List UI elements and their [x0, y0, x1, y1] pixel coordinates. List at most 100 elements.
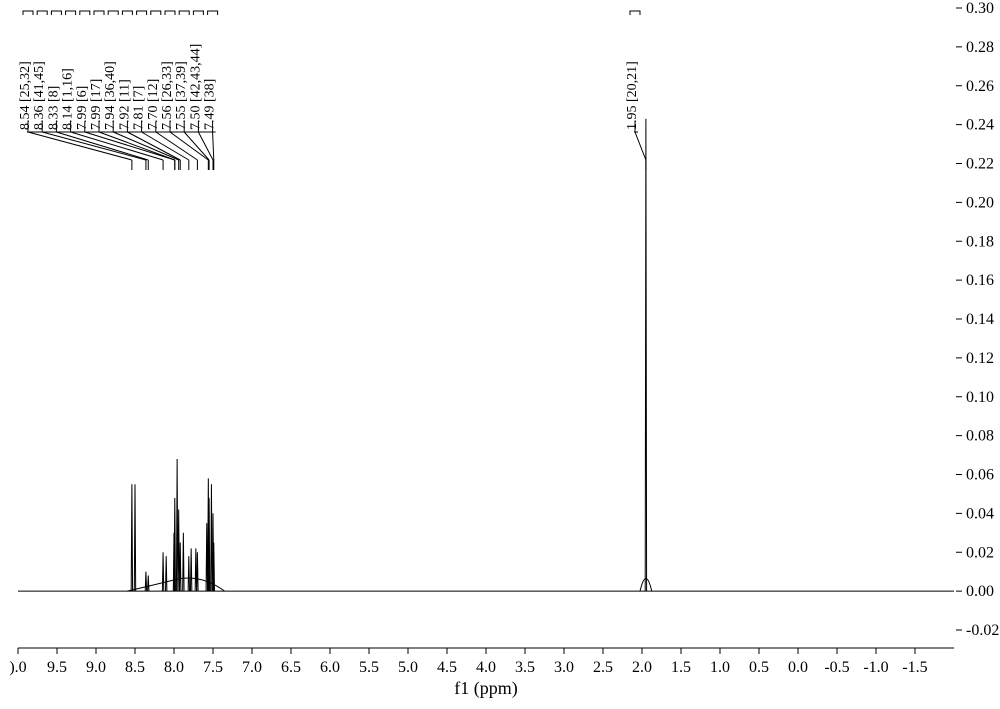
- label-bracket: [151, 11, 161, 15]
- y-tick-label: 0.18: [966, 233, 994, 250]
- label-bracket: [51, 11, 61, 15]
- peak-label: 8.14 [1,16]: [61, 68, 76, 130]
- x-tick-label: 8.5: [125, 659, 145, 676]
- peak-label-group: 8.36 [41,45]: [32, 61, 47, 130]
- label-bracket: [80, 11, 90, 15]
- peak-label: 7.94 [36,40]: [103, 61, 118, 130]
- peak: [134, 484, 135, 591]
- peak-label: 7.99 [17]: [89, 79, 104, 130]
- peak: [188, 556, 189, 591]
- x-tick-label: 6.5: [281, 659, 301, 676]
- peak: [176, 459, 177, 591]
- x-tick-label: 9.0: [86, 659, 106, 676]
- y-tick-label: 0.06: [966, 467, 994, 484]
- peak: [180, 543, 181, 592]
- label-bracket: [94, 11, 104, 15]
- x-tick-label: -1.5: [902, 659, 927, 676]
- y-tick-label: 0.10: [966, 389, 994, 406]
- nmr-svg: ).0 9.5 9.0 8.5 8.0 7.5 7.0 6.5 6.0 5.5 5.0 4.5 4.0 3…: [0, 0, 1000, 709]
- label-bracket: [193, 11, 203, 15]
- peak-label-group: 7.92 [11]: [117, 79, 132, 130]
- solvent-hump: [640, 578, 652, 591]
- label-converge: [213, 132, 214, 160]
- peak-label-group: 7.55 [37,39]: [174, 61, 189, 130]
- y-tick-label: 0.26: [966, 78, 994, 95]
- label-bracket: [66, 11, 76, 15]
- peak: [145, 572, 146, 591]
- x-tick-label: 4.5: [437, 659, 457, 676]
- y-tick-label: 0.14: [966, 311, 994, 328]
- peak-label-group: 1.95 [20,21]: [625, 61, 640, 130]
- y-tick-label: 0.12: [966, 350, 994, 367]
- nmr-chart: ).0 9.5 9.0 8.5 8.0 7.5 7.0 6.5 6.0 5.5 5.0 4.5 4.0 3…: [0, 0, 1000, 709]
- label-bracket: [165, 11, 175, 15]
- x-tick-label: 3.0: [554, 659, 574, 676]
- peak-label: 8.36 [41,45]: [32, 61, 47, 130]
- peak-label-group: 7.94 [36,40]: [103, 61, 118, 130]
- x-tick-label: 1.0: [710, 659, 730, 676]
- x-tick-label: 4.0: [476, 659, 496, 676]
- label-converge: [635, 132, 646, 160]
- x-tick-label: 6.0: [320, 659, 340, 676]
- y-tick-label: -0.02: [966, 622, 999, 639]
- y-tick-label: 0.08: [966, 428, 994, 445]
- label-bracket: [108, 11, 118, 15]
- peak-label: 8.54 [25,32]: [18, 61, 33, 130]
- label-bracket: [37, 11, 47, 15]
- x-tick-label: ).0: [9, 659, 26, 676]
- x-axis-label: f1 (ppm): [454, 678, 517, 699]
- label-bracket: [208, 11, 218, 15]
- x-tick-label: 5.5: [359, 659, 379, 676]
- label-bracket: [137, 11, 147, 15]
- y-tick-label: 0.24: [966, 117, 994, 134]
- label-bracket: [23, 11, 33, 15]
- peak-label: 7.92 [11]: [117, 79, 132, 130]
- y-tick-label: 0.22: [966, 156, 994, 173]
- peak-label-group: 7.99 [17]: [89, 79, 104, 130]
- label-bracket: [630, 11, 640, 15]
- x-tick-label: 0.5: [749, 659, 769, 676]
- peak-label: 7.56 [26,33]: [160, 61, 175, 130]
- x-tick-label: 2.0: [632, 659, 652, 676]
- peak-label: 7.70 [12]: [146, 79, 161, 130]
- label-converge: [113, 132, 178, 160]
- peak-label: 7.81 [7]: [132, 86, 147, 130]
- y-tick-label: 0.00: [966, 583, 994, 600]
- x-tick-label: 9.5: [47, 659, 67, 676]
- x-tick-label: 8.0: [164, 659, 184, 676]
- peak-label: 7.50 [42,43,44]: [188, 44, 203, 130]
- x-tick-label: 3.5: [515, 659, 535, 676]
- x-tick-label: 5.0: [398, 659, 418, 676]
- y-tick-label: 0.28: [966, 39, 994, 56]
- peak-label-group: 7.99 [6]: [75, 86, 90, 130]
- y-tick-label: 0.20: [966, 194, 994, 211]
- x-tick-label: 7.0: [242, 659, 262, 676]
- peak-label-group: 8.54 [25,32]: [18, 61, 33, 130]
- peak: [148, 576, 149, 592]
- x-tick-label: 0.0: [788, 659, 808, 676]
- peak-label-group: 7.81 [7]: [132, 86, 147, 130]
- peak-label: 7.99 [6]: [75, 86, 90, 130]
- peak-label-group: 7.70 [12]: [146, 79, 161, 130]
- peak: [131, 484, 132, 591]
- label-bracket: [179, 11, 189, 15]
- y-tick-label: 0.02: [966, 544, 994, 561]
- peak: [162, 552, 163, 591]
- peak: [166, 556, 167, 591]
- label-bracket: [122, 11, 132, 15]
- peak-label-group: 8.33 [8]: [46, 86, 61, 130]
- label-converge: [99, 132, 175, 160]
- y-tick-label: 0.04: [966, 505, 994, 522]
- peak: [211, 484, 212, 591]
- peak-label: 7.55 [37,39]: [174, 61, 189, 130]
- peak-label: 1.95 [20,21]: [625, 61, 640, 130]
- x-tick-label: -0.5: [824, 659, 849, 676]
- peak-label-group: 7.56 [26,33]: [160, 61, 175, 130]
- x-tick-label: 7.5: [203, 659, 223, 676]
- peak: [197, 552, 198, 591]
- peak: [183, 533, 184, 591]
- peak-label: 7.49 [38]: [203, 79, 218, 130]
- peak: [645, 119, 646, 591]
- x-tick-label: 1.5: [671, 659, 691, 676]
- peak-label: 8.33 [8]: [46, 86, 61, 130]
